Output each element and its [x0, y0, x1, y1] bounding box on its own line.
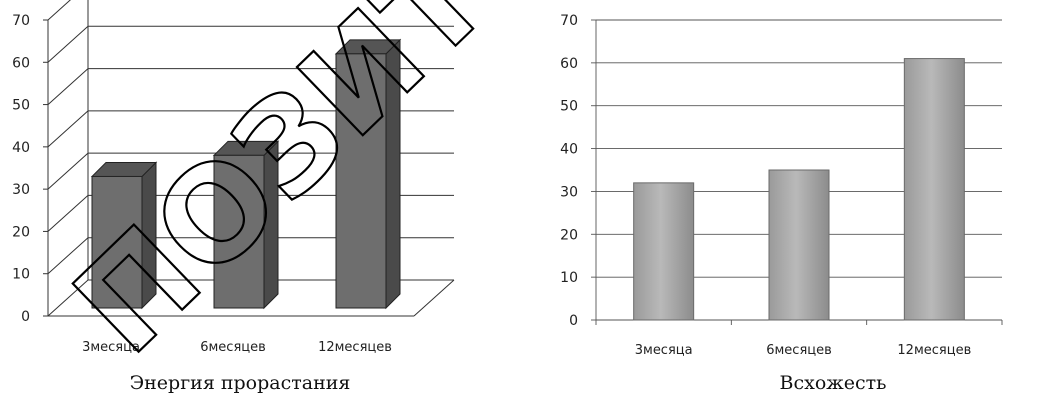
y-tick-label: 10	[12, 267, 30, 283]
y-tick-label: 0	[569, 313, 578, 329]
x-category-label: 6месяцев	[766, 343, 832, 358]
y-tick-label: 30	[12, 182, 30, 198]
y-tick-label: 70	[12, 13, 30, 29]
gridline	[47, 0, 71, 21]
bar-front	[213, 154, 265, 309]
y-tick-label: 20	[12, 224, 30, 240]
chart2-title: Всхожесть	[780, 372, 887, 394]
bar-front	[335, 53, 387, 309]
bar	[212, 140, 280, 310]
y-tick-label: 40	[12, 140, 30, 156]
chart1-title: Энергия прорастания	[130, 372, 351, 394]
y-tick-label: 70	[560, 13, 578, 29]
y-tick-label: 50	[560, 99, 578, 115]
y-tick-label: 50	[12, 98, 30, 114]
y-tick-label: 30	[560, 184, 578, 200]
y-tick-label: 0	[21, 309, 30, 325]
floor-right-edge	[413, 279, 455, 317]
bar-front	[91, 175, 143, 309]
y-tick-label: 60	[12, 55, 30, 71]
chart-germination-energy: 0 10 20 30 40 50 60 70 3месяца 6месяцев 12месяцев…	[12, 0, 455, 394]
bar	[633, 182, 695, 321]
x-category-label: 3месяца	[635, 343, 693, 358]
y-tick-label: 40	[560, 142, 578, 158]
y-tick-label: 10	[560, 270, 578, 286]
x-category-label: 12месяцев	[318, 340, 392, 355]
x-category-label: 6месяцев	[200, 340, 266, 355]
bar	[334, 38, 402, 310]
chart-germination-rate: 0 10 20 30 40 50 60 70 3месяца 6месяцев 12месяцев…	[560, 13, 1003, 394]
bar	[768, 169, 830, 321]
bar	[903, 58, 965, 321]
y-tick-label: 20	[560, 227, 578, 243]
x-category-label: 12месяцев	[897, 343, 971, 358]
y-tick-label: 60	[560, 56, 578, 72]
x-category-label: 3месяца	[82, 340, 140, 355]
bar	[90, 161, 158, 310]
